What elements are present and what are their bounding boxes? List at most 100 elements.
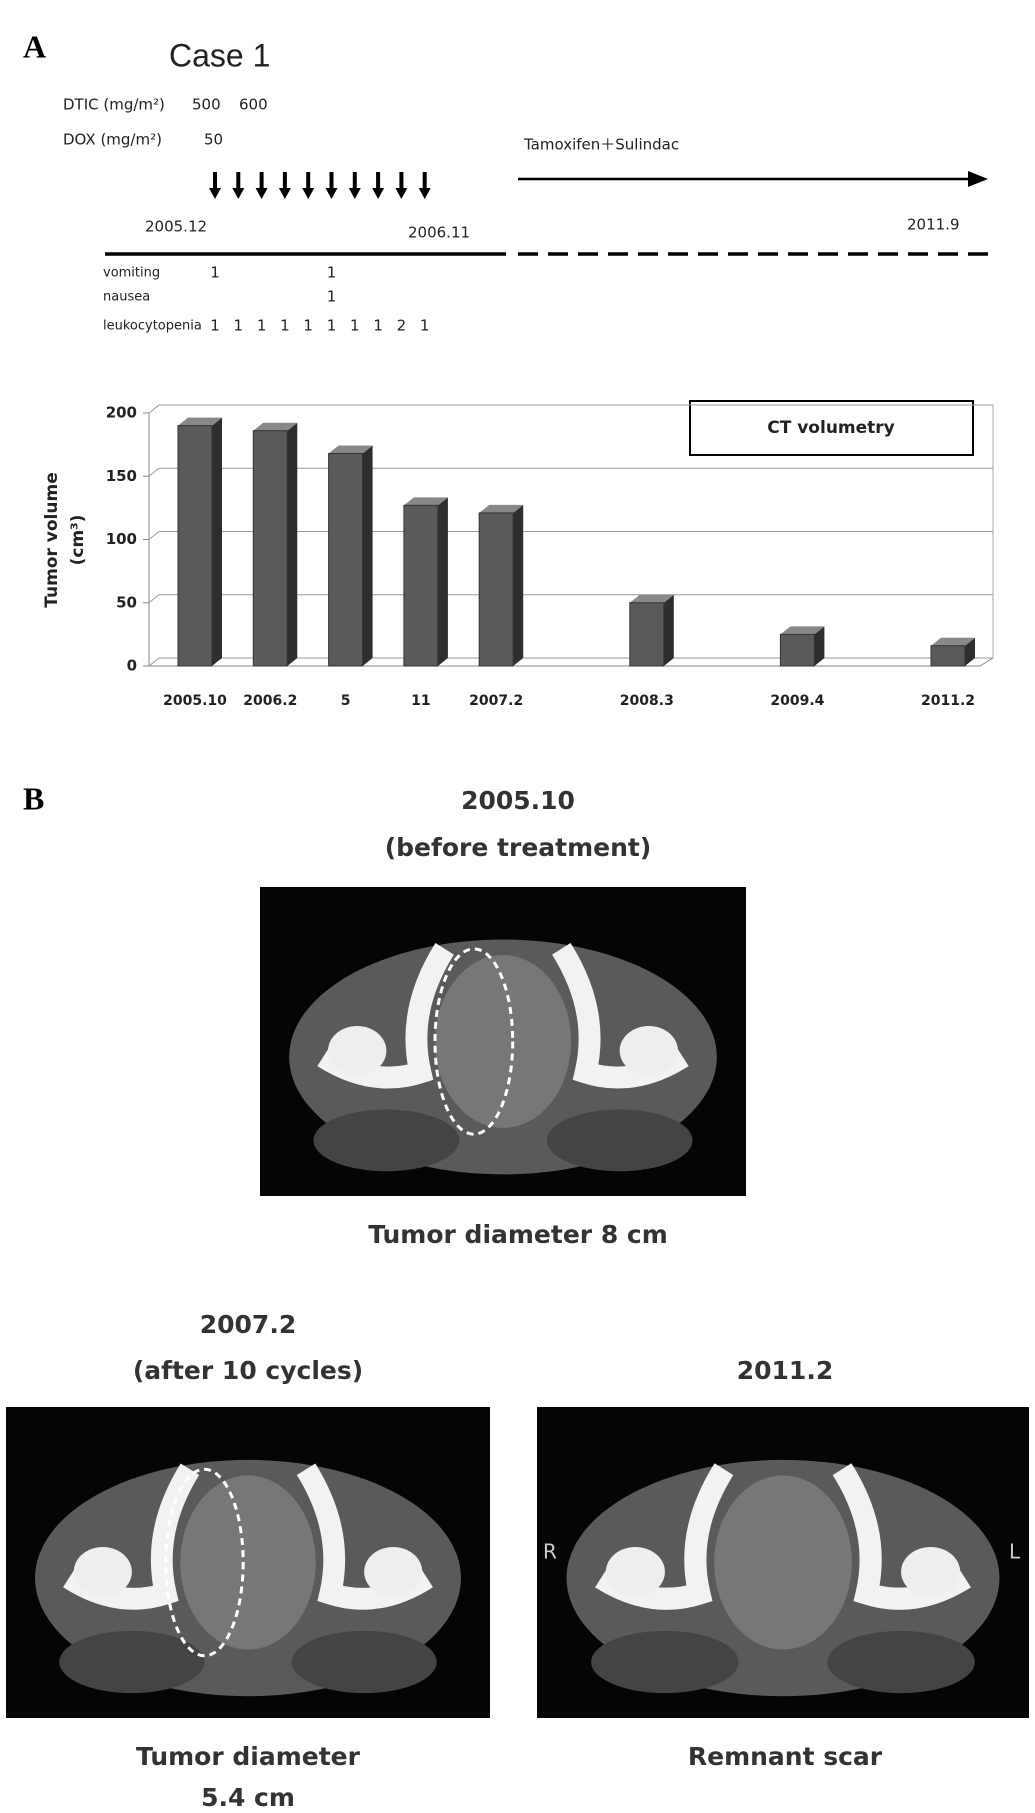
side-marker: L (1009, 1540, 1021, 1564)
bar (177, 425, 213, 667)
bar-side (513, 504, 524, 666)
ct-femur (328, 1026, 387, 1076)
dox-label: DOX (mg/m²) (63, 131, 162, 149)
cycle-arrow-head (302, 188, 315, 199)
dox-dose: 50 (204, 131, 223, 149)
cycle-arrow-head (325, 188, 338, 199)
ct-muscle (591, 1630, 739, 1694)
toxicity-label: nausea (103, 290, 150, 305)
bar-side (437, 497, 448, 666)
toxicity-grade: 1 (327, 288, 337, 306)
toxicity-grade: 1 (280, 317, 290, 335)
ct-femur (901, 1546, 961, 1597)
bar-top (253, 422, 298, 431)
bar-side (663, 594, 674, 666)
dtic-dose: 600 (239, 96, 268, 114)
tumor-outline (433, 947, 515, 1136)
cycle-arrow-head (209, 188, 221, 199)
dtic-label: DTIC (mg/m²) (63, 96, 165, 114)
ct-femur (605, 1546, 665, 1597)
maintenance-label: Tamoxifen＋Sulindac (523, 136, 679, 154)
image-date: 2011.2 (737, 1356, 833, 1385)
toxicity-grade: 1 (327, 264, 337, 282)
x-tick-label: 2005.10 (163, 693, 227, 709)
toxicity-grade: 1 (327, 317, 337, 335)
x-tick-label: 2011.2 (921, 693, 975, 709)
bar (252, 430, 288, 667)
x-tick-label: 2007.2 (469, 693, 523, 709)
chemo-end-date: 2006.11 (408, 224, 470, 242)
image-date: 2007.2 (200, 1310, 296, 1339)
y-axis-label: Tumor volume (42, 472, 62, 607)
bar-top (328, 445, 373, 454)
cycle-arrow-head (278, 188, 291, 199)
toxicity-label: leukocytopenia (103, 319, 202, 334)
ct-femur (364, 1546, 423, 1597)
y-tick-label: 100 (106, 530, 137, 548)
toxicity-grade: 1 (210, 264, 220, 282)
y-tick-label: 150 (106, 467, 137, 485)
tumor-outline (164, 1467, 245, 1658)
bar-top (629, 594, 674, 603)
image-note: (after 10 cycles) (133, 1356, 363, 1385)
ct-image (260, 887, 746, 1196)
image-date: 2005.10 (461, 786, 575, 815)
case-title: Case 1 (169, 37, 270, 73)
toxicity-label: vomiting (103, 266, 160, 281)
toxicity-grade: 1 (303, 317, 313, 335)
grid-line (148, 657, 993, 667)
bar-side (287, 422, 298, 666)
bar-top (780, 626, 825, 635)
panel-label: A (23, 28, 46, 64)
annotation: CT volumetry (767, 418, 895, 438)
toxicity-grade: 1 (234, 317, 244, 335)
toxicity-grade: 1 (257, 317, 267, 335)
image-note: (before treatment) (385, 833, 652, 862)
x-tick-label: 5 (341, 693, 351, 709)
bar (328, 452, 364, 667)
ct-image (6, 1407, 490, 1718)
image-caption: Remnant scar (688, 1742, 883, 1771)
x-tick-label: 2009.4 (770, 693, 824, 709)
bar-top (931, 637, 975, 646)
ct-pelvis (714, 1475, 852, 1650)
y-tick-label: 200 (106, 404, 137, 422)
side-marker: R (543, 1540, 557, 1564)
y-axis-unit: (cm³) (68, 515, 88, 566)
bar-side (212, 417, 222, 666)
grid-line (148, 531, 993, 540)
image-caption: 5.4 cm (201, 1783, 295, 1812)
toxicity-grade: 1 (420, 317, 430, 335)
bar (779, 633, 815, 667)
ct-muscle (827, 1630, 975, 1694)
bar-top (403, 497, 448, 506)
ct-muscle (313, 1109, 460, 1172)
bar-side (965, 637, 975, 666)
x-tick-label: 2008.3 (620, 693, 674, 709)
ct-muscle (291, 1630, 437, 1694)
dtic-dose: 500 (192, 96, 221, 114)
ct-muscle (59, 1630, 205, 1694)
annotation-box (689, 400, 974, 456)
end-date: 2011.9 (907, 216, 960, 234)
grid-line (148, 594, 993, 604)
bar (629, 602, 665, 667)
toxicity-grade: 1 (350, 317, 360, 335)
ct-femur (73, 1546, 132, 1597)
cycle-arrow-head (232, 188, 245, 199)
cycle-arrow-head (395, 188, 408, 199)
bar-top (479, 504, 524, 513)
bar (478, 512, 514, 667)
ct-pelvis (180, 1475, 316, 1650)
ct-pelvis (434, 954, 572, 1129)
y-tick-label: 0 (127, 657, 137, 675)
toxicity-grade: 1 (210, 317, 220, 335)
cycle-arrow-head (372, 188, 385, 199)
image-caption: Tumor diameter 8 cm (368, 1220, 668, 1249)
arrow-head (968, 171, 988, 187)
x-tick-label: 2006.2 (243, 693, 297, 709)
cycle-arrow-head (348, 188, 361, 199)
bar (403, 504, 439, 667)
